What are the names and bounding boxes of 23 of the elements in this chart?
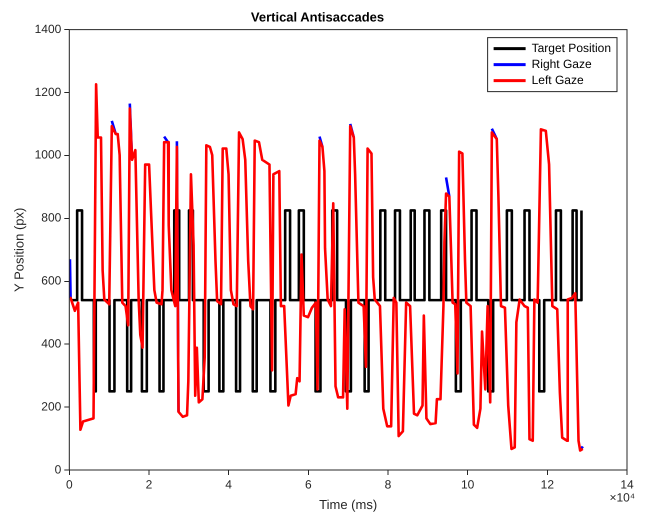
- y-tick-label: 400: [41, 336, 62, 350]
- x-tick-label: 8: [384, 478, 392, 492]
- legend-label: Target Position: [532, 40, 612, 55]
- y-tick-label: 600: [41, 274, 62, 288]
- text: ×10⁴: [609, 490, 635, 504]
- x-axis-title: Time (ms): [319, 496, 378, 512]
- legend-label: Left Gaze: [532, 72, 584, 87]
- y-tick-label: 1200: [34, 84, 62, 99]
- x-tick-label: 12: [540, 478, 554, 492]
- x-tick-label: 14: [620, 478, 634, 492]
- x-tick-label: 4: [225, 478, 232, 492]
- chart-title: Vertical Antisaccades: [250, 9, 384, 24]
- y-tick-label: 200: [41, 399, 62, 414]
- y-tick-label: 0: [54, 462, 62, 476]
- y-tick-label: 1400: [34, 22, 62, 36]
- y-tick-label: 1000: [34, 148, 62, 162]
- y-tick-label: 800: [41, 210, 62, 225]
- y-axis-title: Y Position (px): [11, 208, 26, 292]
- x-tick-label: 10: [460, 478, 475, 492]
- x-tick-label: 2: [146, 478, 153, 492]
- x-tick-label: 0: [66, 478, 73, 492]
- legend-label: Right Gaze: [532, 56, 592, 71]
- x-tick-label: 6: [304, 478, 312, 492]
